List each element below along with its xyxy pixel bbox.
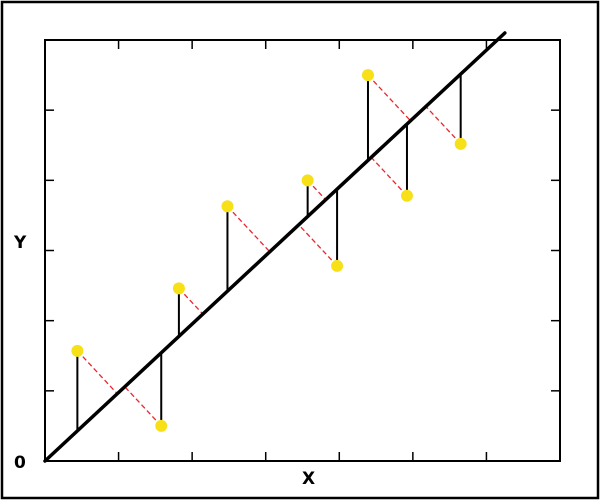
data-point bbox=[400, 189, 413, 202]
perpendicular-line bbox=[178, 287, 204, 315]
perpendicular-line bbox=[367, 74, 411, 122]
data-point bbox=[301, 174, 314, 187]
data-point bbox=[71, 344, 84, 357]
data-point bbox=[155, 419, 168, 432]
regression-line bbox=[43, 31, 507, 463]
axis-ticks bbox=[45, 39, 560, 461]
perpendicular-line bbox=[226, 205, 271, 253]
data-points bbox=[71, 69, 467, 432]
perpendicular-distance-lines bbox=[76, 74, 462, 427]
vertical-residual-lines bbox=[76, 74, 462, 431]
x-axis-label: X bbox=[302, 469, 315, 489]
data-point bbox=[331, 259, 344, 272]
y-axis-label: Y bbox=[13, 233, 27, 253]
data-point bbox=[361, 69, 374, 82]
data-point bbox=[172, 282, 185, 295]
perpendicular-line bbox=[425, 106, 462, 145]
origin-label: 0 bbox=[14, 453, 26, 473]
data-point bbox=[454, 137, 467, 150]
perpendicular-line bbox=[76, 350, 118, 395]
perpendicular-line bbox=[124, 386, 162, 427]
perpendicular-line bbox=[298, 224, 338, 267]
data-point bbox=[221, 200, 234, 213]
perpendicular-line bbox=[370, 156, 408, 197]
